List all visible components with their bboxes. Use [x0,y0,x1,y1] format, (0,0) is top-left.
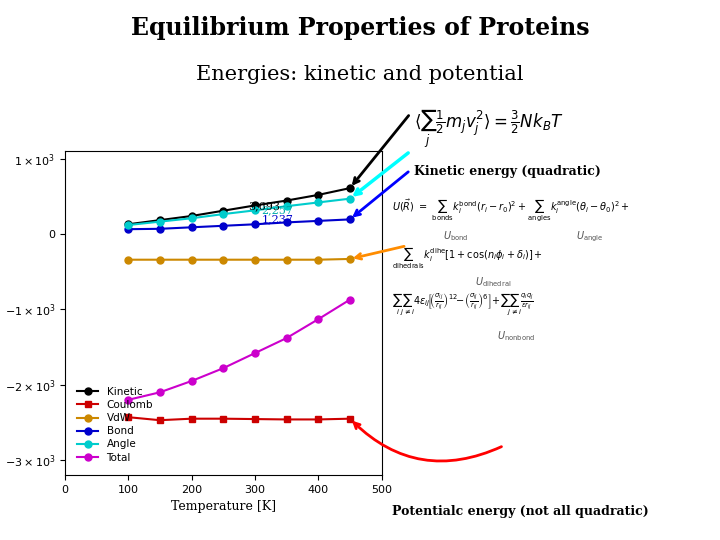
Bond [219,222,228,229]
Bond [187,224,196,231]
Coulomb [219,415,228,422]
Legend: Kinetic, Coulomb, VdW, Bond, Angle, Total: Kinetic, Coulomb, VdW, Bond, Angle, Tota… [73,383,157,467]
VdW [251,256,259,263]
Text: 2,257: 2,257 [261,205,293,215]
Line: Angle: Angle [125,195,354,228]
Text: $\sum_i\sum_{j\neq i} 4\epsilon_{ij}\!\left[\!\left(\frac{\sigma_{ij}}{r_{ij}}\r: $\sum_i\sum_{j\neq i} 4\epsilon_{ij}\!\l… [392,292,534,318]
Angle [282,203,291,210]
Kinetic [156,217,164,224]
Kinetic [219,207,228,214]
Total [124,396,132,403]
Coulomb [156,417,164,423]
Angle [187,215,196,221]
Total [346,296,354,303]
Text: $U_{\rm nonbond}$: $U_{\rm nonbond}$ [497,329,535,343]
VdW [124,256,132,263]
Line: VdW: VdW [125,255,354,263]
Coulomb [346,415,354,422]
Kinetic [124,221,132,227]
Text: $U_{\rm bond}$: $U_{\rm bond}$ [443,230,469,244]
Line: Coulomb: Coulomb [125,414,354,424]
Coulomb [282,416,291,423]
Angle [124,222,132,228]
Line: Kinetic: Kinetic [125,185,354,228]
Text: $\langle\sum_j \frac{1}{2}m_j v_j^2\rangle = \frac{3}{2}N k_B T$: $\langle\sum_j \frac{1}{2}m_j v_j^2\rang… [414,108,564,151]
X-axis label: Temperature [K]: Temperature [K] [171,501,276,514]
VdW [314,256,323,263]
Text: $\sum_{\rm dihedrals} k_i^{\rm dihe}[1+\cos(n_i\phi_i+\delta_i)] +$: $\sum_{\rm dihedrals} k_i^{\rm dihe}[1+\… [392,246,544,271]
VdW [187,256,196,263]
Total [314,316,323,322]
Kinetic [314,192,323,198]
Kinetic [251,202,259,208]
VdW [346,256,354,262]
Text: 1,237: 1,237 [261,214,293,225]
Bond [124,226,132,232]
Text: $U_{\rm angle}$: $U_{\rm angle}$ [576,230,603,244]
Bond [251,221,259,227]
Bond [156,226,164,232]
Total [282,335,291,341]
Text: Equilibrium Properties of Proteins: Equilibrium Properties of Proteins [131,16,589,40]
VdW [282,256,291,263]
Total [251,350,259,356]
Text: $U_{\rm dihedral}$: $U_{\rm dihedral}$ [475,275,512,289]
Text: Energies: kinetic and potential: Energies: kinetic and potential [197,65,523,84]
Coulomb [187,415,196,422]
Bond [346,216,354,222]
Coulomb [251,416,259,422]
Line: Total: Total [125,296,354,403]
Total [187,378,196,384]
Angle [156,218,164,225]
Kinetic [187,213,196,219]
Coulomb [124,414,132,421]
Total [156,389,164,396]
Angle [346,195,354,202]
Text: $U(\vec{R})\ =\ \sum_{\rm bonds} k_i^{\rm bond}(r_i-r_0)^2 + \sum_{\rm angles} k: $U(\vec{R})\ =\ \sum_{\rm bonds} k_i^{\r… [392,197,630,224]
VdW [219,256,228,263]
Angle [251,207,259,214]
Angle [314,199,323,206]
Line: Bond: Bond [125,216,354,233]
Kinetic [346,185,354,191]
Total [219,365,228,372]
Text: Potentialc energy (not all quadratic): Potentialc energy (not all quadratic) [392,505,649,518]
VdW [156,256,164,263]
Bond [314,218,323,224]
Kinetic [282,197,291,204]
Angle [219,211,228,218]
Text: 3,693: 3,693 [248,201,281,211]
Text: Kinetic energy (quadratic): Kinetic energy (quadratic) [414,165,601,178]
Coulomb [314,416,323,423]
Bond [282,219,291,226]
